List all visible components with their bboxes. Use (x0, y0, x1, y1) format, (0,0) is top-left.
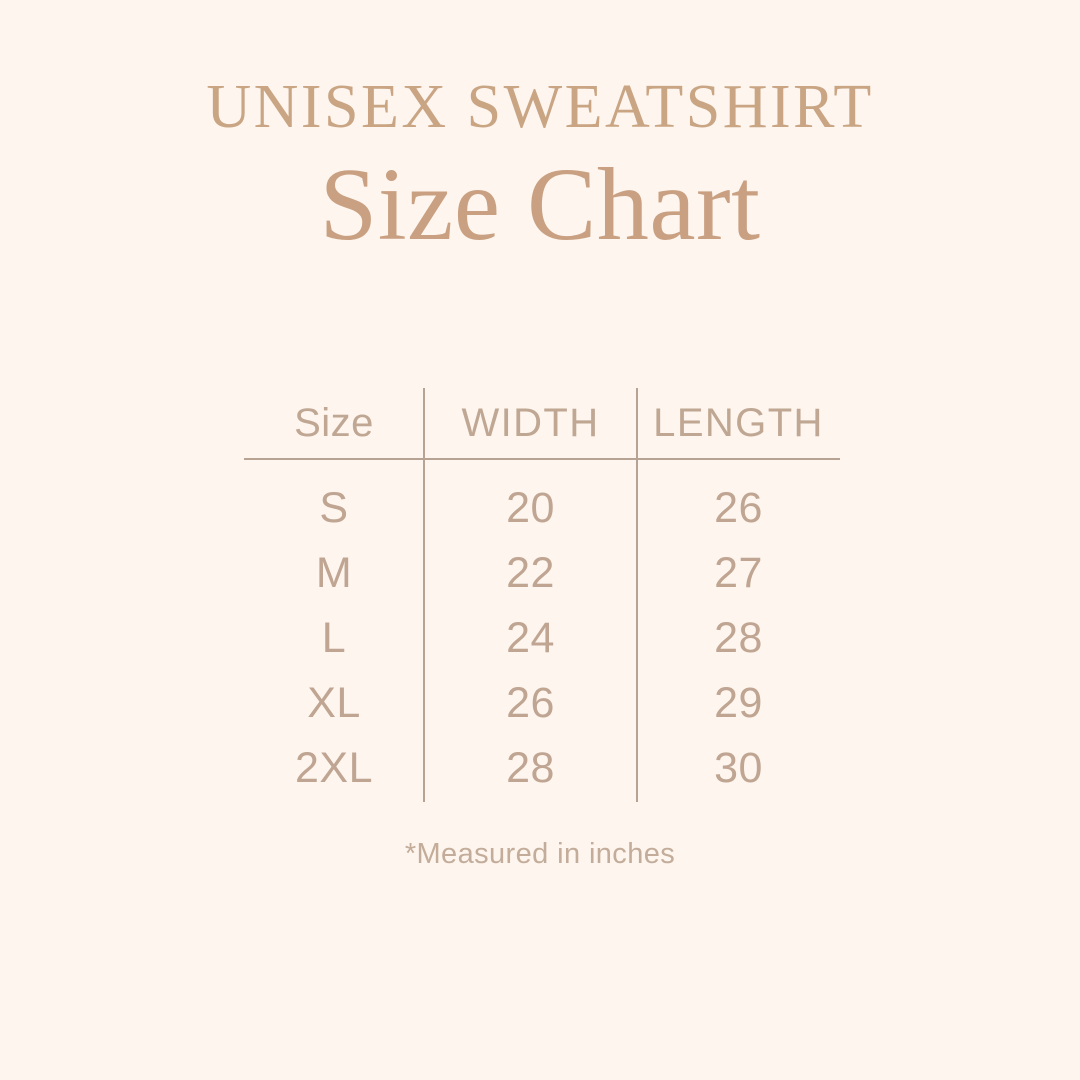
cell-size: XL (307, 679, 361, 727)
cell-size: L (321, 614, 347, 662)
cell-size: 2XL (294, 744, 373, 792)
cell-width: 24 (506, 614, 555, 662)
table-row: 2XL 28 30 (244, 736, 840, 815)
cell-width: 28 (506, 744, 555, 792)
cell-length: 28 (714, 614, 763, 662)
size-table-wrapper: Size WIDTH LENGTH S 20 26 M 22 27 L (244, 388, 840, 802)
cell-length: 29 (714, 679, 763, 727)
eyebrow-title: UNISEX SWEATSHIRT (206, 73, 874, 141)
size-table: Size WIDTH LENGTH S 20 26 M 22 27 L (244, 388, 840, 815)
column-header-width: WIDTH (461, 400, 600, 445)
measurement-note: *Measured in inches (404, 838, 676, 870)
cell-width: 22 (506, 549, 555, 597)
title-block: UNISEX SWEATSHIRT Size Chart (0, 74, 1080, 263)
cell-width: 26 (506, 679, 555, 727)
table-row: XL 26 29 (244, 671, 840, 736)
column-header-length: LENGTH (653, 400, 824, 445)
table-header: Size WIDTH LENGTH (244, 388, 840, 459)
table-body: S 20 26 M 22 27 L 24 28 XL 26 29 (244, 459, 840, 815)
table-row: M 22 27 (244, 541, 840, 606)
table-row: L 24 28 (244, 606, 840, 671)
cell-length: 27 (714, 549, 763, 597)
cell-length: 26 (714, 484, 763, 532)
column-divider-2 (636, 388, 638, 802)
cell-size: M (315, 549, 353, 597)
page-title: Size Chart (319, 146, 761, 262)
cell-length: 30 (714, 744, 763, 792)
cell-width: 20 (506, 484, 555, 532)
column-divider-1 (423, 388, 425, 802)
column-header-size: Size (294, 400, 374, 445)
table-header-row: Size WIDTH LENGTH (244, 388, 840, 459)
table-row: S 20 26 (244, 459, 840, 541)
cell-size: S (319, 484, 349, 532)
